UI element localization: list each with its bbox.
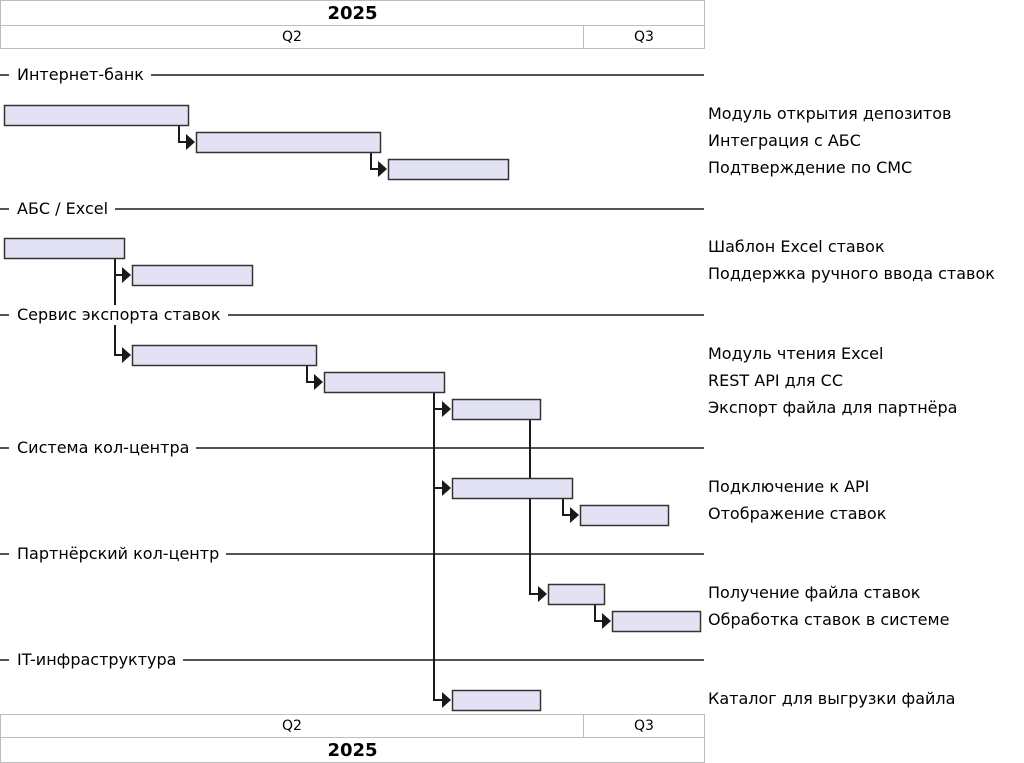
dependency-arrow-1	[378, 161, 387, 177]
task-bar-8	[451, 477, 574, 500]
dependency-arrow-9	[602, 613, 611, 629]
header-quarter-q3: Q3	[583, 25, 705, 49]
task-bar-11	[611, 610, 702, 633]
dependency-line-5	[433, 392, 443, 410]
task-label: Отображение ставок	[708, 504, 887, 523]
task-bar-4	[131, 264, 254, 287]
dependency-line-9	[594, 604, 603, 622]
dependency-line-4	[306, 365, 315, 383]
dependency-arrow-4	[314, 374, 323, 390]
task-bar-1	[195, 131, 382, 154]
task-label: Подключение к API	[708, 477, 870, 496]
section-label-1: АБС / Excel	[9, 199, 116, 219]
dependency-line-3	[114, 258, 123, 356]
section-label-3: Система кол-центра	[9, 438, 197, 458]
dependency-line-7	[562, 498, 571, 516]
task-bar-12	[451, 689, 542, 712]
task-label: Экспорт файла для партнёра	[708, 398, 958, 417]
task-bar-6	[323, 371, 446, 394]
dependency-line-1	[370, 152, 379, 170]
dependency-line-6	[433, 392, 443, 489]
task-label: Обработка ставок в системе	[708, 610, 950, 629]
task-label: Модуль открытия депозитов	[708, 104, 952, 123]
footer-quarter-q2: Q2	[0, 714, 584, 738]
dependency-arrow-2	[122, 267, 131, 283]
task-bar-10	[547, 583, 606, 606]
dependency-line-10	[433, 392, 443, 701]
task-label: Каталог для выгрузки файла	[708, 689, 956, 708]
task-bar-7	[451, 398, 542, 421]
footer-year: 2025	[0, 737, 705, 763]
task-bar-2	[387, 158, 510, 181]
section-label-4: Партнёрский кол-центр	[9, 544, 227, 564]
task-label: Интеграция с АБС	[708, 131, 861, 150]
task-bar-5	[131, 344, 318, 367]
task-bar-9	[579, 504, 670, 527]
dependency-arrow-0	[186, 134, 195, 150]
dependency-arrow-10	[442, 692, 451, 708]
header-year: 2025	[0, 0, 705, 26]
task-label: Подтверждение по СМС	[708, 158, 913, 177]
task-bar-3	[3, 237, 126, 260]
footer-quarter-q3: Q3	[583, 714, 705, 738]
dependency-arrow-3	[122, 347, 131, 363]
section-label-5: IT-инфраструктура	[9, 650, 184, 670]
dependency-arrow-7	[570, 507, 579, 523]
section-label-0: Интернет-банк	[9, 65, 151, 85]
task-label: REST API для CC	[708, 371, 843, 390]
task-label: Модуль чтения Excel	[708, 344, 884, 363]
dependency-arrow-5	[442, 401, 451, 417]
dependency-line-2	[114, 258, 123, 276]
dependency-line-0	[178, 125, 187, 143]
header-quarter-q2: Q2	[0, 25, 584, 49]
task-label: Поддержка ручного ввода ставок	[708, 264, 995, 283]
dependency-line-8	[529, 419, 539, 595]
section-label-2: Сервис экспорта ставок	[9, 305, 228, 325]
task-bar-0	[3, 104, 190, 127]
task-label: Получение файла ставок	[708, 583, 921, 602]
dependency-arrow-6	[442, 480, 451, 496]
task-label: Шаблон Excel ставок	[708, 237, 885, 256]
dependency-arrow-8	[538, 586, 547, 602]
